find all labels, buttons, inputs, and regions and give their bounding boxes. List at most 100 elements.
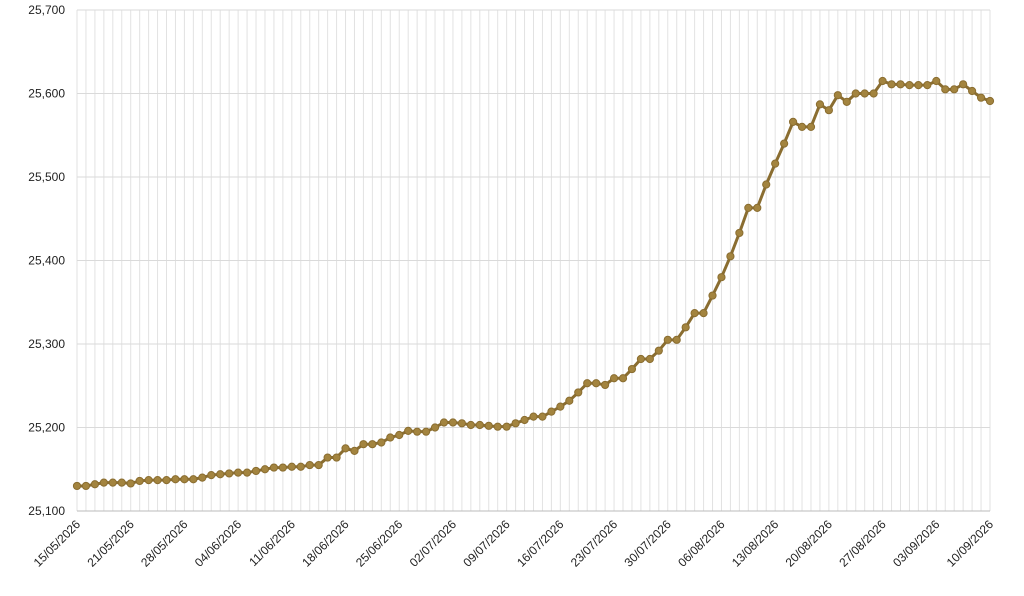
y-tick-label: 25,700 (28, 3, 65, 17)
point (225, 469, 234, 478)
point (421, 427, 431, 436)
x-tick-label: 13/08/2026 (729, 517, 782, 570)
point (171, 475, 180, 484)
point (797, 122, 807, 132)
point (198, 473, 207, 482)
point (90, 480, 100, 489)
point (556, 402, 565, 411)
point (565, 396, 574, 405)
x-tick-label: 09/07/2026 (460, 517, 513, 570)
point (905, 81, 914, 90)
point (717, 273, 726, 282)
point (457, 419, 466, 428)
point (251, 466, 261, 476)
x-tick-label: 27/08/2026 (836, 517, 889, 570)
point (780, 139, 789, 148)
point (574, 388, 583, 397)
point (502, 422, 511, 431)
point (833, 91, 842, 100)
point (601, 380, 610, 390)
point (117, 478, 126, 487)
point (762, 180, 771, 189)
x-tick-label: 11/06/2026 (246, 517, 298, 569)
point (726, 252, 735, 261)
point (511, 419, 520, 428)
point (842, 97, 851, 106)
point (788, 117, 798, 126)
point (475, 420, 484, 430)
x-tick-label: 04/06/2026 (192, 517, 245, 570)
y-tick-label: 25,500 (28, 170, 65, 184)
point (99, 478, 108, 487)
point (413, 427, 422, 436)
point (627, 364, 637, 374)
point (81, 481, 91, 491)
x-tick-label: 23/07/2026 (568, 517, 621, 570)
point (941, 85, 950, 94)
x-tick-label: 30/07/2026 (622, 517, 675, 570)
point (815, 100, 825, 109)
point (386, 433, 395, 442)
point (932, 76, 941, 86)
point (484, 421, 493, 430)
x-tick-label: 16/07/2026 (514, 517, 567, 570)
point (824, 106, 833, 115)
x-tick-label: 02/07/2026 (407, 517, 460, 570)
point (887, 80, 896, 89)
x-tick-label: 06/08/2026 (675, 517, 728, 570)
point (216, 470, 225, 479)
point (260, 465, 270, 474)
point (377, 438, 386, 447)
x-tick-label: 21/05/2026 (84, 517, 137, 570)
point (72, 481, 82, 491)
point (851, 89, 860, 98)
point (448, 418, 458, 427)
point (592, 379, 601, 388)
x-tick-label: 03/09/2026 (890, 517, 943, 570)
point (609, 374, 619, 383)
point (538, 412, 547, 421)
point (153, 476, 162, 485)
point (296, 462, 305, 471)
point (466, 420, 475, 430)
point (583, 379, 592, 388)
x-tick-label: 10/09/2026 (944, 517, 997, 570)
point (896, 80, 905, 89)
point (493, 422, 502, 431)
x-tick-label: 25/06/2026 (353, 517, 406, 570)
point (332, 453, 341, 462)
point (771, 159, 780, 168)
point (860, 89, 869, 98)
point (654, 346, 663, 355)
point (189, 475, 198, 484)
point (395, 430, 404, 440)
point (305, 460, 314, 470)
point (744, 203, 753, 212)
point (135, 476, 144, 486)
point (967, 86, 977, 96)
point (242, 468, 252, 477)
y-tick-label: 25,100 (28, 504, 65, 518)
point (162, 476, 171, 485)
point (404, 426, 413, 435)
point (663, 335, 672, 344)
point (923, 81, 932, 90)
point (985, 96, 995, 106)
point (681, 323, 690, 332)
point (341, 444, 350, 453)
point (672, 335, 681, 344)
x-tick-label: 15/05/2026 (31, 517, 84, 570)
point (869, 89, 878, 98)
point (690, 309, 699, 318)
point (708, 291, 717, 300)
point (323, 453, 332, 462)
point (520, 415, 529, 425)
point (180, 475, 189, 484)
point (439, 418, 449, 427)
point (126, 479, 135, 488)
point (645, 354, 654, 364)
point (108, 478, 117, 487)
y-tick-label: 25,200 (28, 421, 65, 435)
x-tick-label: 20/08/2026 (783, 517, 836, 570)
point (699, 309, 708, 318)
